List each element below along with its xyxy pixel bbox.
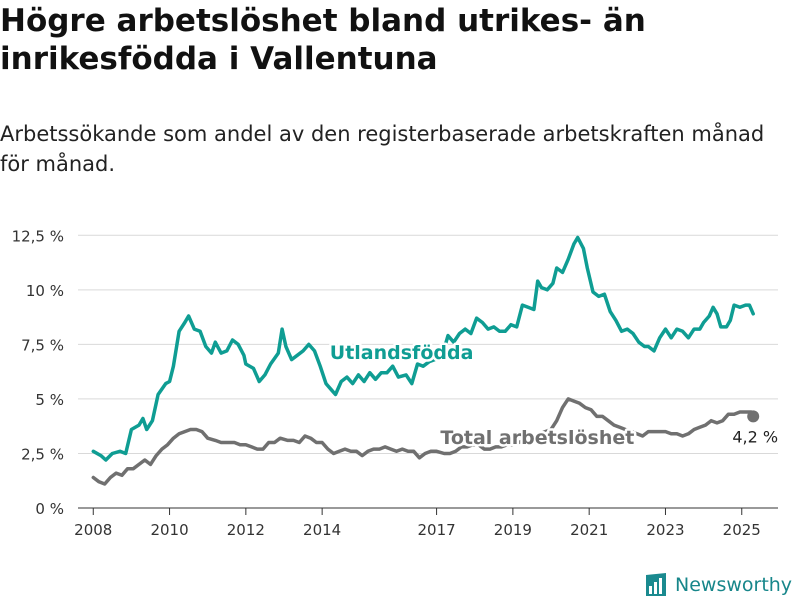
series-line-1 bbox=[91, 397, 755, 486]
x-tick-label: 2023 bbox=[646, 521, 684, 539]
newsworthy-logo-icon bbox=[646, 573, 666, 596]
series-label-1: Total arbetslöshet bbox=[440, 427, 634, 449]
y-tick-label: 12,5 % bbox=[12, 227, 64, 245]
x-tick-label: 2025 bbox=[723, 521, 761, 539]
chart-title: Högre arbetslöshet bland utrikes- än inr… bbox=[0, 3, 646, 77]
y-tick-label: 7,5 % bbox=[21, 336, 64, 354]
y-tick-label: 10 % bbox=[26, 282, 64, 300]
axes: 0 % 2,5 % 5 % 7,5 % 10 % 12,5 % 2008 2010 2012 20… bbox=[12, 227, 778, 539]
x-tick-label: 2008 bbox=[74, 521, 112, 539]
y-tick-label: 0 % bbox=[35, 500, 64, 518]
series-labels: Utlandsfödda Total arbetslöshet 4,2 % bbox=[327, 340, 778, 452]
end-point-marker bbox=[747, 410, 760, 423]
x-tick-label: 2014 bbox=[303, 521, 341, 539]
series-line-0 bbox=[91, 235, 755, 462]
brand-name: Newsworthy bbox=[675, 574, 793, 596]
end-value-label: 4,2 % bbox=[732, 427, 778, 446]
y-tick-label: 5 % bbox=[35, 391, 64, 409]
x-tick-label: 2019 bbox=[494, 521, 532, 539]
series-lines bbox=[91, 235, 755, 486]
x-tick-label: 2010 bbox=[150, 521, 188, 539]
chart-subtitle: Arbetssökande som andel av den registerb… bbox=[0, 122, 765, 176]
newsworthy-logo: Newsworthy bbox=[644, 570, 792, 600]
x-tick-label: 2021 bbox=[570, 521, 608, 539]
series-label-0: Utlandsfödda bbox=[330, 342, 474, 364]
x-tick-label: 2017 bbox=[417, 521, 455, 539]
y-tick-label: 2,5 % bbox=[21, 445, 64, 463]
x-tick-label: 2012 bbox=[227, 521, 265, 539]
